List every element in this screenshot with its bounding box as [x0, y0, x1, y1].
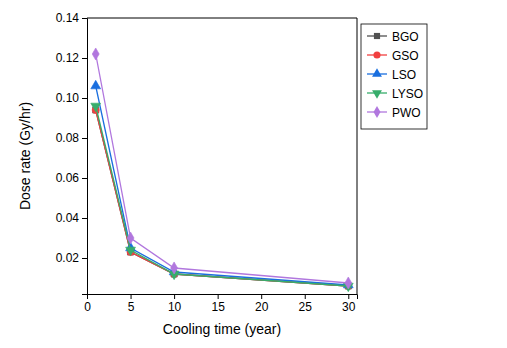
y-tick-mark: [82, 258, 87, 259]
y-tick-label: 0.12: [56, 51, 80, 65]
legend-item: PWO: [367, 106, 421, 120]
legend-marker: [374, 106, 381, 118]
x-tick-label: 10: [168, 300, 182, 314]
x-tick-label: 5: [128, 300, 135, 314]
y-tick-mark: [82, 218, 87, 219]
x-tick-mark: [131, 294, 132, 299]
legend-marker: [372, 68, 382, 77]
y-tick: 0.14: [56, 11, 87, 25]
y-tick-label: 0.04: [56, 211, 80, 225]
x-tick: 20: [255, 294, 269, 314]
x-tick-mark: [218, 294, 219, 299]
legend-box: [361, 24, 427, 129]
x-tick: 15: [211, 294, 225, 314]
legend-marker: [374, 33, 380, 39]
chart: 0 5 10 15 20 25 30 0.02 0.04 0.06 0.08 0.10 0.12 0.14…: [0, 0, 507, 348]
legend-label: GSO: [392, 49, 419, 63]
x-axis-line: [88, 295, 358, 300]
y-tick-label: 0.08: [56, 131, 80, 145]
x-tick-mark: [261, 294, 262, 299]
y-tick-mark: [82, 18, 87, 19]
y-axis-title: Dose rate (Gy/hr): [17, 102, 33, 210]
y-tick: 0.06: [56, 171, 87, 185]
x-tick-label: 0: [84, 300, 91, 314]
x-tick-mark: [305, 294, 306, 299]
series-line: [96, 54, 349, 283]
legend-item: LSO: [367, 68, 416, 82]
series-line: [96, 110, 349, 286]
legend-item: BGO: [367, 30, 419, 44]
point: [127, 232, 134, 244]
x-tick-mark: [174, 294, 175, 299]
legend-label: BGO: [392, 30, 419, 44]
legend-item: LYSO: [367, 87, 423, 101]
point: [92, 48, 99, 60]
point: [91, 103, 101, 112]
y-tick: 0.02: [56, 251, 87, 265]
legend: BGO GSO LSO LYSO PWO: [361, 24, 427, 129]
y-tick-label: 0.14: [56, 11, 80, 25]
x-tick: 5: [128, 294, 135, 314]
y-tick-mark: [82, 178, 87, 179]
point: [171, 262, 178, 274]
x-tick: 25: [299, 294, 313, 314]
legend-marker: [373, 51, 380, 58]
x-tick: 30: [342, 294, 356, 314]
y-tick: 0.04: [56, 211, 87, 225]
series-line: [96, 106, 349, 286]
y-tick-mark: [82, 138, 87, 139]
series-line: [96, 110, 349, 286]
point: [91, 80, 101, 89]
legend-label: LSO: [392, 68, 416, 82]
x-tick-label: 15: [211, 300, 225, 314]
y-tick-label: 0.06: [56, 171, 80, 185]
x-tick-label: 25: [299, 300, 313, 314]
point: [345, 277, 352, 289]
point: [126, 247, 136, 256]
y-tick-mark: [82, 58, 87, 59]
legend-item: GSO: [367, 49, 419, 63]
x-tick: 0: [84, 294, 91, 314]
plot-area: [91, 48, 353, 292]
series-line: [96, 86, 349, 285]
y-tick-label: 0.10: [56, 91, 80, 105]
y-tick: 0.08: [56, 131, 87, 145]
legend-label: LYSO: [392, 87, 423, 101]
plot-frame: [87, 18, 357, 294]
x-tick-label: 30: [342, 300, 356, 314]
y-tick: 0.10: [56, 91, 87, 105]
legend-marker: [372, 90, 382, 99]
x-tick: 10: [168, 294, 182, 314]
x-axis-title: Cooling time (year): [163, 321, 281, 337]
x-tick-mark: [348, 294, 349, 299]
legend-label: PWO: [392, 106, 421, 120]
y-tick-label: 0.02: [56, 251, 80, 265]
x-axis: 0 5 10 15 20 25 30: [84, 294, 357, 314]
y-tick: 0.12: [56, 51, 87, 65]
y-axis: 0.02 0.04 0.06 0.08 0.10 0.12 0.14: [56, 11, 88, 294]
x-tick-label: 20: [255, 300, 269, 314]
y-tick-mark: [82, 98, 87, 99]
y-axis-line: [82, 19, 88, 295]
